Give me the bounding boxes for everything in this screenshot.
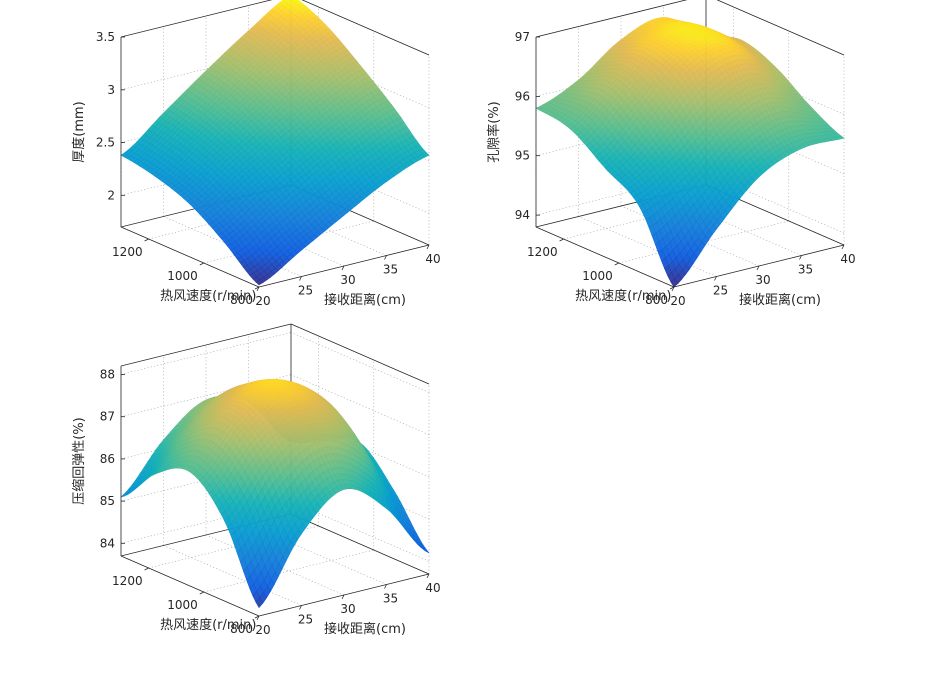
x-grid-floor [578, 216, 717, 277]
x-axis-label: 接收距离(cm) [324, 292, 406, 308]
x-grid-floor [663, 195, 802, 256]
z-grid-back-y [705, 172, 845, 234]
y-tick-label: 800 [230, 293, 253, 307]
x-axis-label: 接收距离(cm) [739, 292, 821, 308]
x-tick-label: 35 [383, 263, 398, 277]
y-tick-mark [199, 262, 204, 266]
y-tick-label: 1000 [167, 269, 198, 283]
z-tick-label: 3.5 [96, 30, 115, 44]
surface-mesh [120, 0, 430, 286]
z-tick-label: 2.5 [96, 136, 115, 150]
z-tick-label: 3 [107, 83, 115, 97]
x-tick-mark [341, 265, 345, 271]
z-axis-label: 厚度(mm) [71, 101, 87, 162]
x-tick-mark [426, 244, 430, 250]
surface-mesh [535, 17, 845, 288]
x-tick-mark [256, 286, 260, 292]
subplot-porosity: 20253035408001000120094959697接收距离(cm)热风速… [486, 0, 856, 308]
surface-patch [255, 279, 264, 286]
x-tick-mark [299, 276, 302, 281]
y-tick-mark [254, 286, 260, 290]
x-tick-label: 40 [840, 252, 855, 266]
y-axis-label: 热风速度(r/min) [160, 288, 256, 304]
x-tick-label: 40 [425, 252, 440, 266]
z-tick-label: 97 [515, 30, 530, 44]
x-tick-label: 25 [713, 284, 728, 298]
subplot-thickness: 20 25 30 35 40 800 1000 1200 2 2.5 3 3.5 接收距离(cm) 热风速… [71, 0, 441, 308]
y-axis-label: 热风速度(r/min) [575, 288, 671, 304]
z-tick-label: 2 [107, 188, 115, 202]
x-tick-label: 20 [255, 294, 270, 308]
x-tick-label: 35 [798, 263, 813, 277]
y-tick-label: 1000 [582, 269, 613, 283]
z-tick-label: 96 [515, 89, 530, 103]
box-edge [301, 0, 430, 56]
z-tick-label: 94 [515, 208, 530, 222]
x-tick-label: 20 [670, 294, 685, 308]
x-tick-label: 30 [340, 273, 355, 287]
box-edge [716, 0, 845, 56]
y-tick-label: 1200 [527, 245, 558, 259]
box-edge [120, 0, 273, 38]
x-tick-label: 25 [298, 284, 313, 298]
z-axis-label: 孔隙率(%) [486, 101, 502, 163]
x-tick-label: 30 [755, 273, 770, 287]
x-tick-mark [384, 255, 387, 260]
y-tick-label: 1200 [112, 245, 143, 259]
z-tick-label: 95 [515, 149, 530, 163]
box-edge [535, 0, 688, 38]
y-tick-mark [144, 238, 149, 242]
y-axis-line [120, 226, 260, 288]
